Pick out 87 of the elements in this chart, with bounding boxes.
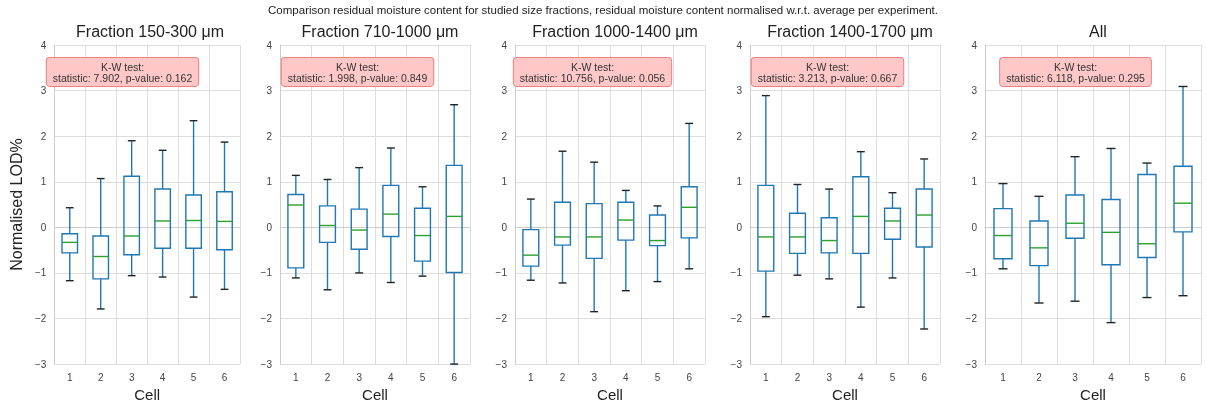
x-tick-label: 5 — [654, 371, 661, 383]
x-tick-label: 3 — [128, 371, 135, 383]
y-tick-label: −3 — [260, 358, 273, 370]
x-tick-label: 1 — [763, 371, 770, 383]
x-tick-label: 3 — [826, 371, 833, 383]
y-tick-label: 3 — [501, 85, 508, 97]
x-tick-label: 2 — [324, 371, 331, 383]
x-axis-title: Cell — [832, 386, 858, 403]
x-tick-label: 1 — [1000, 371, 1007, 383]
x-tick-label: 2 — [794, 371, 801, 383]
y-tick-label: 3 — [40, 85, 47, 97]
y-tick-label: 1 — [736, 176, 743, 188]
y-tick-label: −2 — [730, 313, 743, 325]
y-tick-label: 0 — [266, 221, 273, 233]
x-tick-label: 5 — [419, 371, 426, 383]
chart-title: All — [1089, 22, 1107, 40]
x-tick-label: 5 — [190, 371, 197, 383]
x-tick-label: 6 — [686, 371, 693, 383]
y-tick-label: −3 — [495, 358, 508, 370]
x-axis-title: Cell — [1080, 386, 1106, 403]
x-tick-label: 6 — [221, 371, 228, 383]
x-tick-label: 3 — [356, 371, 363, 383]
y-tick-label: 4 — [40, 39, 47, 51]
chart-subtitle: Comparison residual moisture content for studied size fractions, residual moisture content normalised w.r.t. average per experiment. — [267, 4, 939, 16]
y-tick-label: −1 — [34, 267, 47, 279]
y-tick-label: 4 — [266, 39, 273, 51]
y-tick-label: −1 — [260, 267, 273, 279]
x-tick-label: 5 — [1144, 371, 1151, 383]
annotation: K-W test: statistic: 10.756, p-value: 0.056 — [519, 60, 666, 84]
y-tick-label: −1 — [495, 267, 508, 279]
y-tick-label: 3 — [266, 85, 273, 97]
x-tick-label: 1 — [67, 371, 73, 383]
y-tick-label: −3 — [34, 358, 47, 370]
y-tick-label: 0 — [501, 221, 508, 233]
x-tick-label: 6 — [451, 371, 458, 383]
y-tick-label: 0 — [971, 221, 978, 233]
y-tick-label: 1 — [266, 176, 273, 188]
x-tick-label: 3 — [591, 371, 598, 383]
x-axis-title: Cell — [362, 386, 388, 403]
x-tick-label: 6 — [921, 371, 928, 383]
x-tick-label: 6 — [1180, 371, 1187, 383]
y-tick-label: −1 — [730, 267, 743, 279]
y-tick-label: 1 — [971, 176, 978, 188]
y-tick-label: −2 — [34, 313, 47, 325]
x-tick-label: 4 — [623, 371, 630, 383]
x-tick-label: 4 — [388, 371, 395, 383]
x-tick-label: 1 — [293, 371, 300, 383]
y-tick-label: 2 — [266, 130, 273, 142]
chart-title: Fraction 710-1000 μm — [301, 22, 459, 40]
y-tick-label: 4 — [501, 39, 508, 51]
y-tick-label: −3 — [730, 358, 743, 370]
x-tick-label: 1 — [528, 371, 535, 383]
x-axis-title: Cell — [597, 386, 623, 403]
y-tick-label: 0 — [736, 221, 743, 233]
y-tick-label: 2 — [501, 130, 508, 142]
y-tick-label: −2 — [965, 313, 978, 325]
y-tick-label: 2 — [971, 130, 978, 142]
x-tick-label: 4 — [1108, 371, 1115, 383]
chart-title: Fraction 1400-1700 μm — [767, 22, 933, 40]
x-tick-label: 4 — [858, 371, 865, 383]
annotation: K-W test: statistic: 1.998, p-value: 0.849 — [287, 60, 428, 84]
x-tick-label: 2 — [1036, 371, 1043, 383]
y-tick-label: 3 — [971, 85, 978, 97]
y-tick-label: 1 — [501, 176, 508, 188]
x-tick-label: 5 — [889, 371, 896, 383]
x-axis-title: Cell — [134, 386, 161, 403]
y-tick-label: 4 — [971, 39, 978, 51]
chart-title: Fraction 1000-1400 μm — [532, 22, 698, 40]
y-tick-label: −1 — [965, 267, 978, 279]
y-tick-label: −2 — [495, 313, 508, 325]
x-tick-label: 2 — [559, 371, 566, 383]
y-tick-label: 1 — [40, 176, 47, 188]
y-tick-label: −3 — [965, 358, 978, 370]
y-tick-label: 2 — [40, 130, 47, 142]
x-tick-label: 3 — [1072, 371, 1079, 383]
y-tick-label: 3 — [736, 85, 743, 97]
y-tick-label: −2 — [260, 313, 273, 325]
y-axis-title: Normalised LOD% — [7, 138, 25, 271]
chart-title: Fraction 150-300 μm — [76, 22, 224, 40]
annotation: K-W test: statistic: 3.213, p-value: 0.667 — [757, 60, 898, 84]
annotation: K-W test: statistic: 6.118, p-value: 0.295 — [1006, 60, 1146, 84]
x-tick-label: 2 — [97, 371, 104, 383]
y-tick-label: 4 — [736, 39, 743, 51]
y-tick-label: 0 — [40, 221, 47, 233]
x-tick-label: 4 — [159, 371, 166, 383]
annotation: K-W test: statistic: 7.902, p-value: 0.162 — [52, 60, 193, 84]
y-tick-label: 2 — [736, 130, 743, 142]
